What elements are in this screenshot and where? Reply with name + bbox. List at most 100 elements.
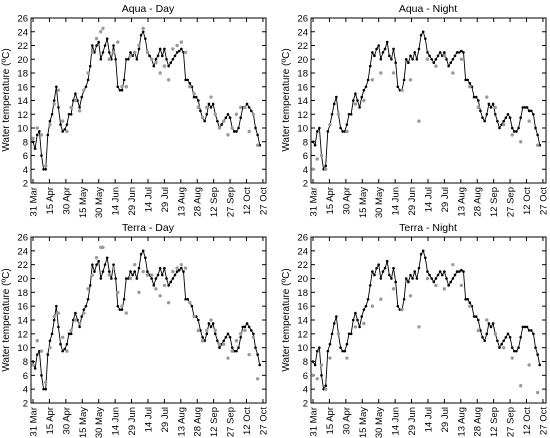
data-point-black [360, 95, 364, 99]
data-point-black [249, 109, 253, 113]
data-point-gray [166, 78, 171, 82]
data-point-black [112, 263, 115, 266]
data-point-black [139, 33, 143, 37]
y-tick-label: 12 [17, 329, 28, 340]
x-tick-label: 27 Sep [506, 187, 517, 217]
data-point-black [479, 109, 482, 113]
x-tick-label: 31 Mar [309, 407, 320, 437]
data-point-black [182, 270, 185, 273]
data-point-black [88, 284, 92, 287]
x-tick-label: 12 Oct [242, 407, 253, 435]
data-point-black [216, 339, 219, 343]
data-point-black [124, 57, 128, 61]
data-point-black [491, 322, 495, 325]
data-point-black [67, 112, 71, 116]
x-tick-label: 14 Jun [391, 407, 402, 436]
data-point-black [315, 130, 319, 133]
data-point-black [330, 112, 334, 116]
data-point-black [496, 339, 499, 343]
x-tick-label: 14 Jun [391, 187, 402, 216]
data-point-gray [90, 50, 95, 55]
data-point-gray [133, 262, 137, 267]
data-point-black [409, 273, 412, 277]
data-point-black [502, 339, 506, 343]
data-point-gray [31, 136, 35, 141]
y-tick-label: 10 [17, 343, 28, 354]
data-point-black [175, 270, 179, 273]
data-point-gray [94, 256, 99, 260]
y-tick-label: 26 [17, 233, 28, 244]
x-tick-label: 14 Jul [423, 407, 434, 432]
data-point-gray [183, 266, 188, 270]
data-point-black [375, 266, 378, 270]
data-point-black [409, 54, 412, 58]
data-point-black [383, 47, 387, 51]
data-point-black [226, 332, 230, 336]
data-point-gray [44, 164, 48, 168]
data-point-gray [243, 328, 247, 333]
data-point-gray [124, 85, 128, 89]
data-point-gray [35, 126, 39, 130]
data-point-gray [417, 119, 421, 123]
data-point-black [445, 277, 448, 280]
y-tick-label: 6 [23, 151, 28, 162]
data-point-gray [188, 85, 192, 89]
data-point-black [235, 349, 238, 353]
data-point-gray [362, 98, 366, 103]
data-point-black [258, 363, 262, 367]
data-point-gray [251, 335, 256, 339]
data-point-black [517, 346, 520, 349]
data-point-black [504, 116, 508, 119]
x-tick-label: 27 Sep [226, 407, 237, 437]
data-point-black [523, 106, 527, 109]
data-point-black [69, 332, 73, 336]
data-point-black [447, 64, 450, 68]
data-point-gray [162, 64, 167, 68]
data-point-black [78, 106, 81, 109]
data-point-black [328, 342, 332, 346]
data-point-black [205, 112, 209, 116]
x-tick-label: 13 Aug [176, 407, 187, 437]
data-point-black [362, 308, 366, 311]
data-point-gray [154, 60, 158, 65]
data-point-black [141, 30, 145, 34]
data-point-black [154, 277, 158, 280]
data-point-black [519, 335, 522, 339]
data-point-black [186, 78, 190, 82]
x-tick-label: 29 Jun [127, 407, 138, 436]
data-point-black [415, 277, 419, 280]
x-tick-label: 15 May [358, 407, 369, 438]
data-point-gray [77, 321, 82, 326]
data-point-black [364, 304, 368, 308]
data-point-black [460, 268, 463, 272]
data-point-black [332, 102, 336, 106]
y-tick-label: 22 [297, 41, 308, 52]
panel-title: Aqua - Day [122, 3, 175, 15]
data-point-gray [39, 349, 44, 353]
data-point-black [362, 88, 366, 92]
data-point-black [207, 102, 211, 106]
data-point-gray [502, 122, 506, 127]
data-point-black [175, 51, 179, 54]
data-point-black [525, 106, 529, 109]
data-point-black [180, 47, 183, 51]
y-tick-label: 24 [17, 246, 28, 257]
data-point-black [460, 49, 463, 53]
data-point-black [131, 273, 134, 277]
data-point-gray [149, 57, 154, 61]
data-point-black [332, 322, 336, 325]
data-point-gray [65, 129, 69, 134]
data-point-black [61, 130, 64, 133]
data-point-black [44, 167, 48, 171]
data-point-black [513, 130, 516, 133]
panel-title: Aqua - Night [399, 3, 457, 15]
data-point-black [428, 273, 431, 277]
data-point-black [84, 304, 88, 308]
data-point-black [137, 266, 141, 270]
y-tick-label: 2 [303, 179, 308, 190]
data-point-black [63, 347, 67, 351]
data-point-black [390, 57, 393, 61]
data-point-gray [485, 318, 489, 322]
data-point-black [105, 37, 109, 40]
